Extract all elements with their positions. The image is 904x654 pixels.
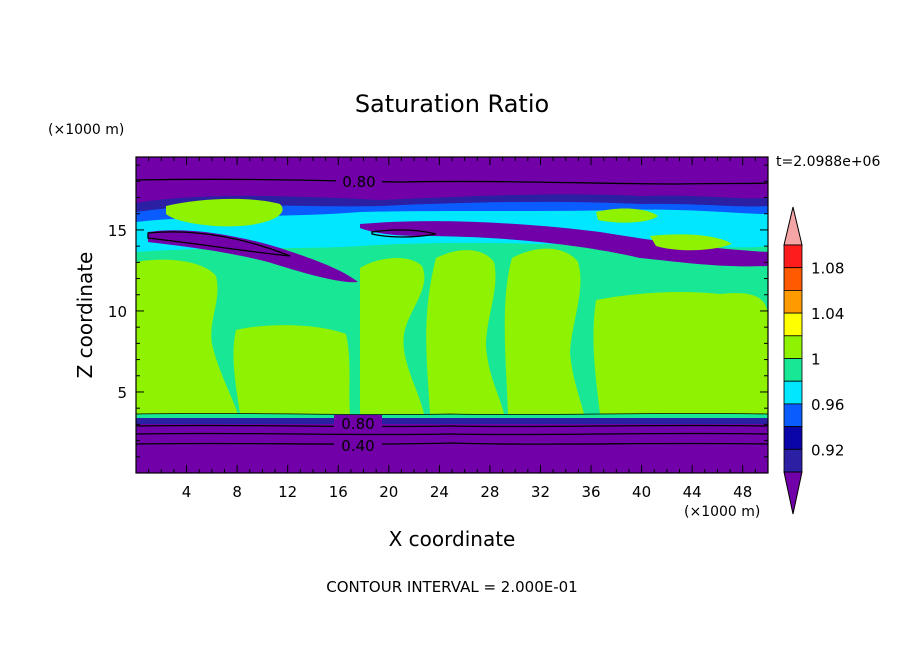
- field-band-purple-streak: [148, 230, 358, 283]
- x-tick-label: 32: [531, 483, 550, 501]
- x-tick-label: 36: [581, 483, 600, 501]
- contour-label-low: 0.40: [341, 437, 374, 455]
- colorbar-tick-label: 1: [811, 351, 821, 369]
- x-tick-label: 48: [733, 483, 752, 501]
- field-patch-upper-green-1: [166, 198, 283, 227]
- contour-labels: 0.80 0.80 0.40: [334, 172, 382, 455]
- colorbar-box: [783, 403, 803, 427]
- y-tick-label: 10: [108, 303, 127, 321]
- colorbar-tick-label: 0.92: [811, 441, 844, 459]
- field-band-purple-streak-2: [360, 221, 768, 267]
- y-unit-label: (×1000 m): [48, 122, 124, 138]
- contour-line-green-edge: [136, 413, 768, 415]
- chart-title: Saturation Ratio: [355, 90, 549, 118]
- x-tick-label: 40: [632, 483, 651, 501]
- x-axis-title: X coordinate: [389, 527, 516, 551]
- colorbar-box: [783, 244, 803, 269]
- colorbar-box: [783, 289, 803, 314]
- field-patch-green-mid1: [360, 257, 425, 414]
- x-tick-label: 24: [430, 483, 449, 501]
- colorbar-box: [783, 380, 803, 405]
- contour-line-040-bottom: [136, 442, 768, 445]
- contour-line-080-lens: [147, 231, 291, 257]
- contour-line-080-top: [136, 178, 768, 185]
- field-patch-green-mid3: [504, 248, 584, 414]
- colorbar: 0.92 0.96 1 1.04 1.08: [783, 206, 844, 515]
- y-tick-label: 5: [117, 384, 127, 402]
- x-tick-label: 20: [379, 483, 398, 501]
- colorbar-box: [783, 358, 803, 382]
- field-band-lower-dark: [136, 418, 768, 424]
- contour-line-080-bottom: [136, 424, 768, 428]
- colorbar-box: [783, 335, 803, 359]
- x-tick-label: 12: [278, 483, 297, 501]
- x-axis: 4 8 12 16 20 24 28 32 36 40 44 48: [148, 157, 756, 501]
- field-patch-green-right: [593, 292, 768, 414]
- field-patch-green-mid2: [426, 250, 504, 414]
- y-axis: 5 10 15: [108, 164, 768, 458]
- contour-line-060-bottom: [136, 432, 768, 436]
- contour-line-080-lens-2: [371, 229, 437, 238]
- y-tick-label: 15: [108, 222, 127, 240]
- colorbar-tick-label: 1.08: [811, 260, 844, 278]
- x-tick-label: 4: [182, 483, 192, 501]
- field-patch-green-left: [136, 259, 238, 414]
- contour-label-top: 0.80: [342, 173, 375, 191]
- y-axis-title: Z coordinate: [73, 252, 97, 379]
- x-tick-label: 16: [329, 483, 348, 501]
- field-patch-upper-green-3: [650, 234, 732, 251]
- colorbar-box: [783, 267, 803, 291]
- colorbar-box: [783, 426, 803, 450]
- colorbar-tick-label: 1.04: [811, 305, 844, 323]
- x-tick-label: 8: [232, 483, 242, 501]
- contour-interval-footer: CONTOUR INTERVAL = 2.000E-01: [326, 578, 577, 596]
- field-patch-upper-green-2: [596, 208, 658, 223]
- colorbar-tick-label: 0.96: [811, 396, 844, 414]
- colorbar-box: [783, 312, 803, 337]
- x-tick-label: 44: [683, 483, 702, 501]
- x-tick-label: 28: [480, 483, 499, 501]
- contour-label-mid: 0.80: [341, 415, 374, 433]
- colorbar-box: [783, 448, 803, 473]
- x-unit-label: (×1000 m): [684, 504, 760, 520]
- time-label: t=2.0988e+06: [776, 154, 880, 170]
- colorbar-arrow-bottom: [783, 471, 803, 515]
- field-patch-green-left2: [233, 325, 350, 414]
- colorbar-arrow-top: [783, 206, 803, 246]
- plot-area: [136, 157, 768, 473]
- field-band-lower-purple: [136, 424, 768, 473]
